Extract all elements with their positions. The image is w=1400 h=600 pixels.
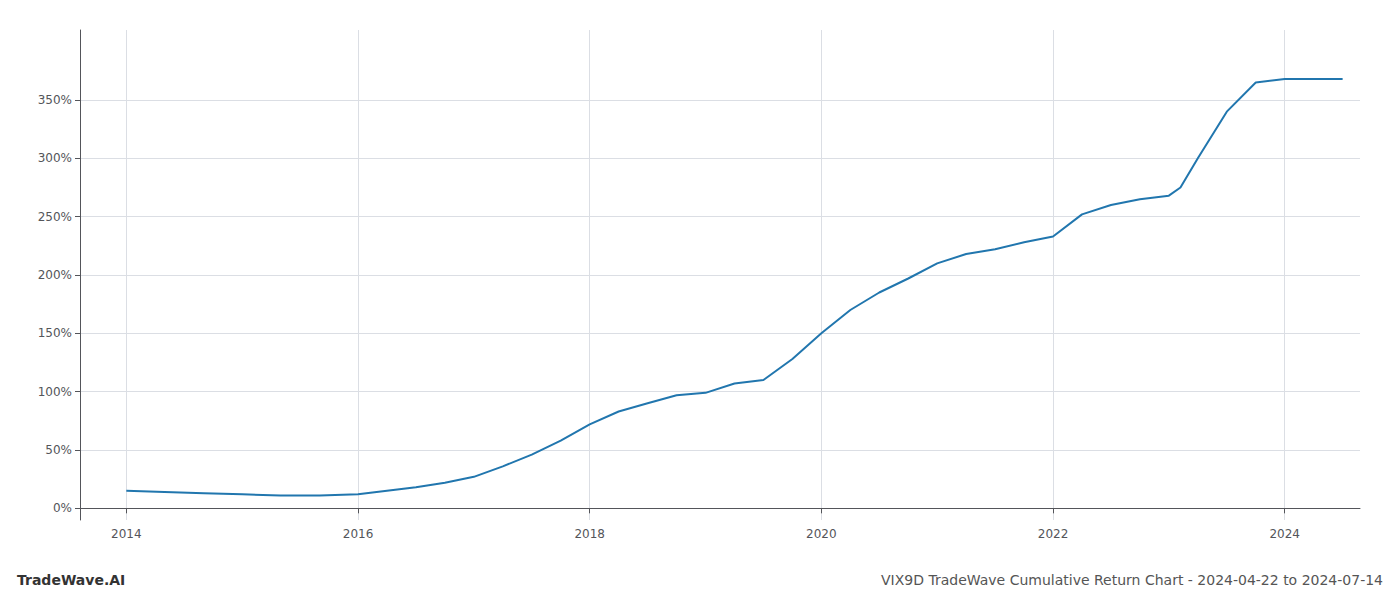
svg-text:2016: 2016	[343, 527, 374, 541]
svg-text:TradeWave.AI: TradeWave.AI	[17, 572, 125, 588]
svg-text:100%: 100%	[38, 385, 72, 399]
svg-text:300%: 300%	[38, 151, 72, 165]
svg-text:2020: 2020	[806, 527, 837, 541]
svg-text:VIX9D TradeWave Cumulative Ret: VIX9D TradeWave Cumulative Return Chart …	[881, 572, 1383, 588]
svg-text:350%: 350%	[38, 93, 72, 107]
svg-text:50%: 50%	[45, 443, 72, 457]
svg-text:2018: 2018	[574, 527, 605, 541]
svg-text:150%: 150%	[38, 326, 72, 340]
svg-text:2024: 2024	[1269, 527, 1300, 541]
svg-text:0%: 0%	[53, 501, 72, 515]
svg-text:2014: 2014	[111, 527, 142, 541]
svg-text:2022: 2022	[1038, 527, 1069, 541]
svg-text:250%: 250%	[38, 210, 72, 224]
svg-text:200%: 200%	[38, 268, 72, 282]
